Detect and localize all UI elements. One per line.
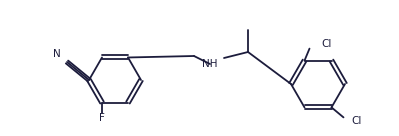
Text: NH: NH — [202, 59, 218, 69]
Text: Cl: Cl — [352, 116, 362, 126]
Text: F: F — [99, 112, 105, 123]
Text: Cl: Cl — [322, 39, 332, 49]
Text: N: N — [53, 49, 61, 59]
